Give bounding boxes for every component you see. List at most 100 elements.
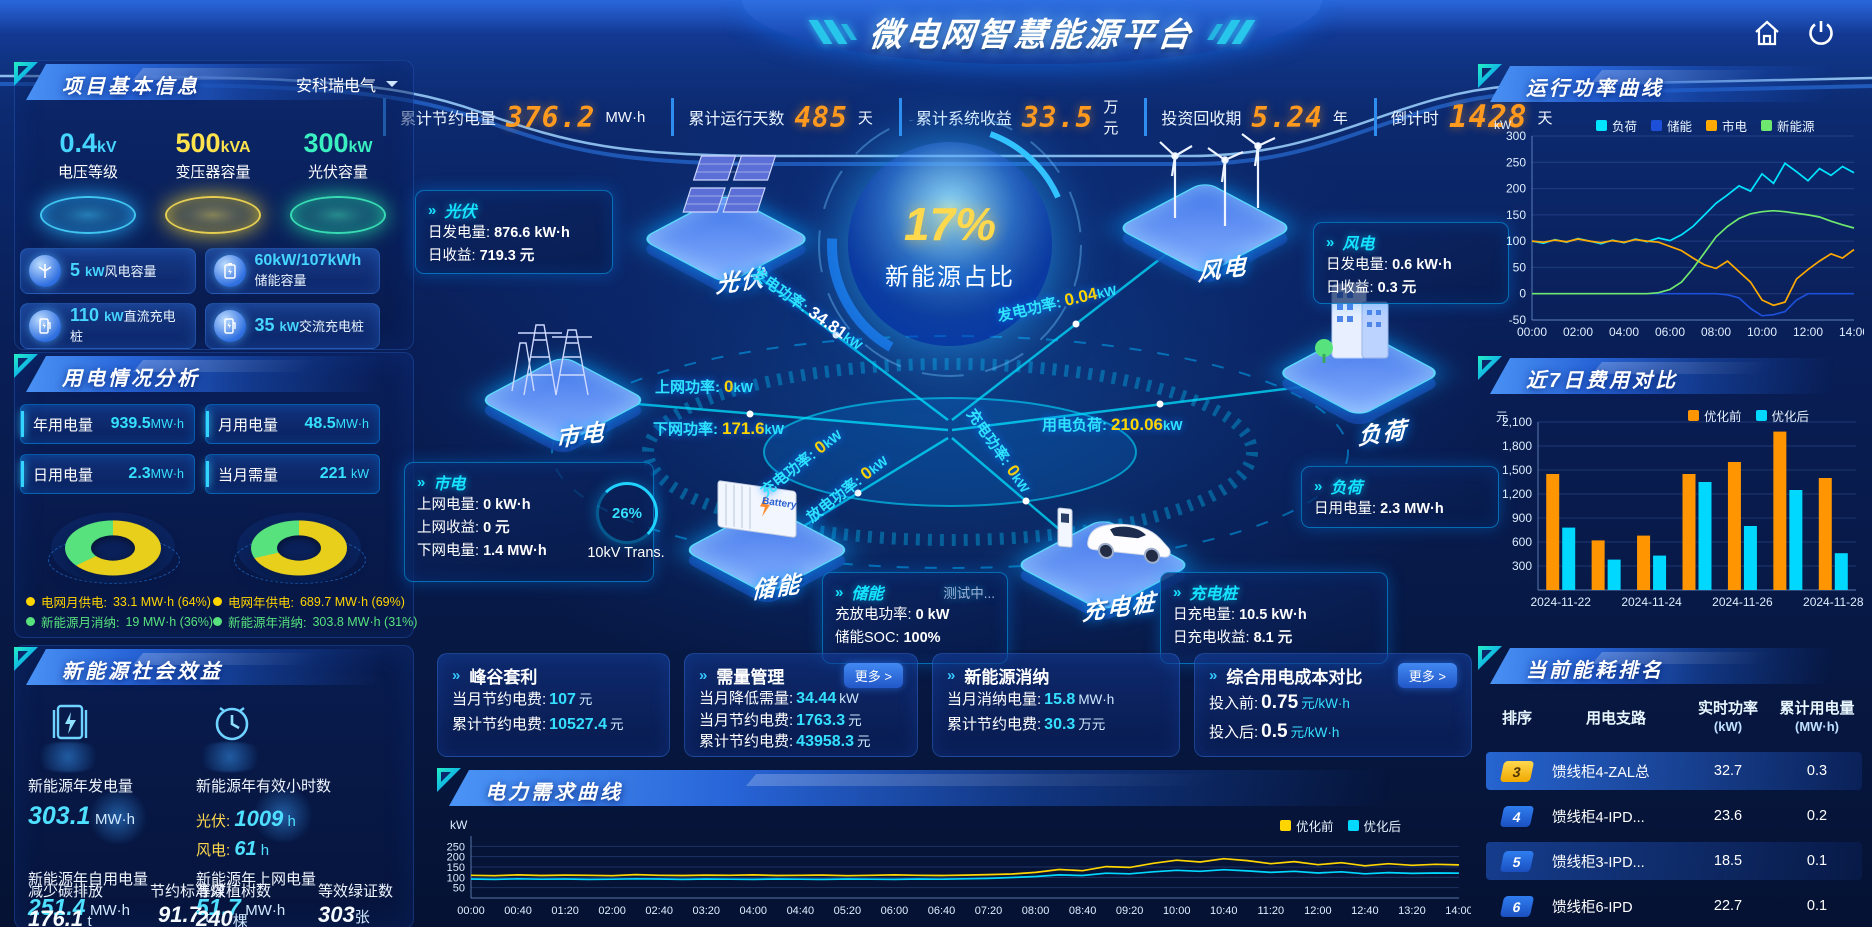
demand-y-axis-unit: kW (450, 818, 468, 832)
certs-value: 303张 (318, 902, 370, 927)
legend-new-month: 新能源月消纳: 19 MW·h (36%) (26, 612, 213, 631)
flow-feed-in-power: 上网功率: 0kW (655, 377, 753, 396)
pedestal-voltage: 0.4kV 电压等级 (30, 128, 146, 234)
svg-text:14:00: 14:00 (1445, 905, 1471, 917)
svg-text:900: 900 (1512, 511, 1532, 525)
stat-total-revenue: 累计系统收益 33.5 万元 (898, 98, 1118, 137)
svg-text:100: 100 (1506, 234, 1526, 248)
chevron-right-icon: » (1326, 233, 1335, 251)
svg-text:04:00: 04:00 (740, 905, 768, 917)
usage-analysis-title: 用电情况分析 (62, 368, 200, 390)
pedestal-pv: 300kW 光伏容量 (280, 128, 396, 234)
chevron-right-icon: » (699, 667, 708, 684)
pedestal-transformer: 500kVA 变压器容量 (155, 128, 271, 234)
power-curve-header: 运行功率曲线 (1478, 64, 1862, 106)
chevron-down-icon (386, 81, 398, 93)
svg-text:00:00: 00:00 (457, 905, 485, 917)
cost-comparison-panel: » 综合用电成本对比 更多 > 投入前: 0.75 元/kW·h 投入后: 0.5 元/kW… (1194, 653, 1472, 757)
battery-container-icon (717, 480, 797, 538)
usage-analysis-header: 用电情况分析 (14, 354, 412, 396)
svg-text:300: 300 (1512, 559, 1532, 573)
svg-text:250: 250 (1506, 155, 1526, 169)
home-button[interactable] (1748, 14, 1786, 52)
demand-curve-chart: 50 100 150 200 250 00:00 00:40 01:20 02:00 02:40 0… (437, 826, 1473, 927)
usage-analysis-panel (14, 352, 414, 638)
svg-text:200: 200 (447, 852, 465, 864)
cost-compare-header: 近7日费用对比 (1478, 356, 1862, 398)
project-info-header: 项目基本信息 安科瑞电气 (14, 62, 412, 104)
charger-info-box: » 充电桩 日充电量: 10.5 kW·h 日充电收益: 8.1 元 (1160, 572, 1388, 664)
svg-text:250: 250 (447, 841, 465, 853)
new-energy-ratio-label: 新能源占比 (885, 263, 1015, 291)
panel-corner-icon (1478, 356, 1502, 380)
svg-text:12:00: 12:00 (1793, 325, 1823, 339)
card-ac-charger: 35 kW交流充电桩 (204, 303, 380, 349)
svg-text:08:00: 08:00 (1022, 905, 1050, 917)
power-button[interactable] (1802, 14, 1840, 52)
trees-label: 等效植树数 (196, 883, 272, 900)
cost-more-button[interactable]: 更多 > (1397, 663, 1457, 688)
usage-stats: 年用电量 939.5MW·h 月用电量 48.5MW·h 日用电量 2.3MW·h 当… (20, 404, 380, 494)
legend-new-year: 新能源年消纳: 303.8 MW·h (31%) (213, 612, 417, 631)
svg-text:2,100: 2,100 (1502, 415, 1532, 429)
svg-text:03:20: 03:20 (692, 905, 720, 917)
glow-disc-icon (40, 196, 136, 234)
grid-node-label: 市电 (555, 418, 607, 452)
glow-disc-icon (165, 196, 261, 234)
social-benefit-header: 新能源社会效益 (14, 647, 412, 689)
svg-text:300: 300 (1506, 129, 1526, 143)
hours-label: 新能源年有效小时数 (196, 778, 332, 795)
svg-text:06:00: 06:00 (1655, 325, 1685, 339)
chevron-right-icon: » (1209, 667, 1218, 684)
project-info-title: 项目基本信息 (62, 76, 200, 98)
ranking-row[interactable]: 4 馈线柜4-IPD... 23.6 0.2 (1486, 797, 1862, 835)
pv-info-box: » 光伏 日发电量: 876.6 kW·h 日收益: 719.3 元 (415, 190, 613, 274)
demand-curve-header: 电力需求曲线 (437, 768, 1471, 810)
svg-text:04:00: 04:00 (1609, 325, 1639, 339)
title-deco-right-icon (1207, 20, 1256, 44)
svg-text:100: 100 (447, 872, 465, 884)
panel-corner-icon (437, 768, 461, 792)
ranking-header: 当前能耗排名 (1478, 646, 1862, 688)
svg-text:02:40: 02:40 (645, 905, 673, 917)
ranking-row[interactable]: 5 馈线柜3-IPD... 18.5 0.1 (1486, 842, 1862, 880)
panel-corner-icon (14, 647, 38, 671)
power-curve-y-axis-unit: kW (1494, 118, 1512, 132)
svg-text:2024-11-26: 2024-11-26 (1712, 595, 1773, 609)
pv-hours: 光伏: 1009 h (196, 806, 296, 831)
rank-badge: 5 (1499, 850, 1535, 872)
svg-text:600: 600 (1512, 535, 1532, 549)
monitor-chip-glow (250, 788, 316, 842)
svg-text:2024-11-28: 2024-11-28 (1803, 595, 1864, 609)
svg-text:10:00: 10:00 (1163, 905, 1191, 917)
chevron-right-icon: » (417, 473, 426, 491)
panel-corner-icon (1478, 646, 1502, 670)
company-select[interactable]: 安科瑞电气 (296, 72, 398, 96)
svg-text:50: 50 (1513, 260, 1527, 274)
ev-car-icon (1057, 507, 1171, 564)
card-wind-capacity: 5 kW风电容量 (20, 248, 196, 294)
svg-text:150: 150 (1506, 208, 1526, 222)
power-curve-legend: 负荷 储能 市电 新能源 (1596, 116, 1815, 135)
ranking-row[interactable]: 6 馈线柜6-IPD 22.7 0.1 (1486, 887, 1862, 925)
svg-text:10:00: 10:00 (1747, 325, 1777, 339)
demand-more-button[interactable]: 更多 > (843, 663, 903, 688)
page-title: 微电网智慧能源平台 (867, 16, 1196, 53)
ranking-row[interactable]: 3 馈线柜4-ZAL总 32.7 0.3 (1486, 752, 1862, 790)
trees-value: 240棵 (196, 906, 248, 927)
year-supply-donut (251, 520, 347, 576)
stat-countdown: 倒计时 1428 天 (1373, 98, 1553, 136)
transformer-load-gauge: 26% (596, 482, 658, 544)
title-deco-left-icon (808, 20, 857, 44)
cost-compare-legend: 优化前 优化后 (1688, 406, 1809, 425)
svg-text:50: 50 (453, 883, 465, 895)
pv-panels-icon (682, 155, 777, 213)
social-benefit-title: 新能源社会效益 (62, 661, 223, 683)
svg-text:1,200: 1,200 (1502, 487, 1532, 501)
svg-text:13:20: 13:20 (1398, 905, 1426, 917)
rank-badge: 6 (1499, 895, 1535, 917)
svg-text:05:20: 05:20 (834, 905, 862, 917)
rank-badge: 3 (1499, 760, 1535, 782)
svg-text:06:40: 06:40 (928, 905, 956, 917)
svg-text:11:20: 11:20 (1257, 905, 1284, 917)
